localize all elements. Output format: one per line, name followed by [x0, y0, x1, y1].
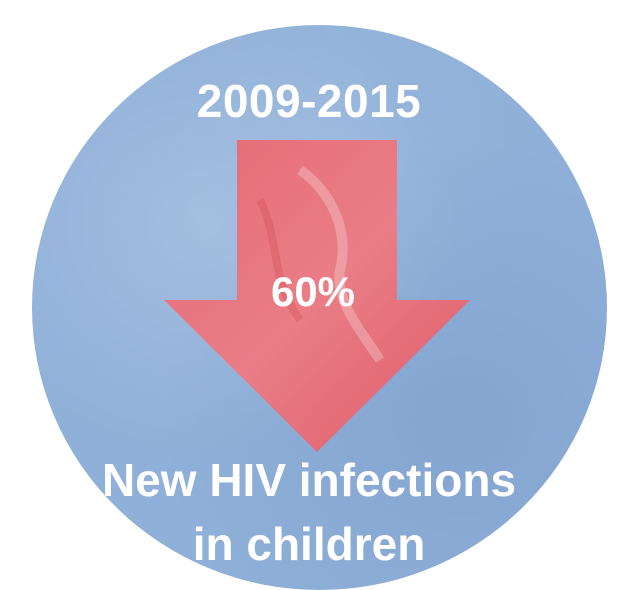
percent-value: 60%	[270, 268, 356, 315]
caption-line-2: in children	[192, 518, 426, 570]
caption-line-1: New HIV infections	[101, 454, 517, 506]
period-label: 2009-2015	[196, 75, 422, 127]
caption: New HIV infections in children	[0, 448, 618, 576]
